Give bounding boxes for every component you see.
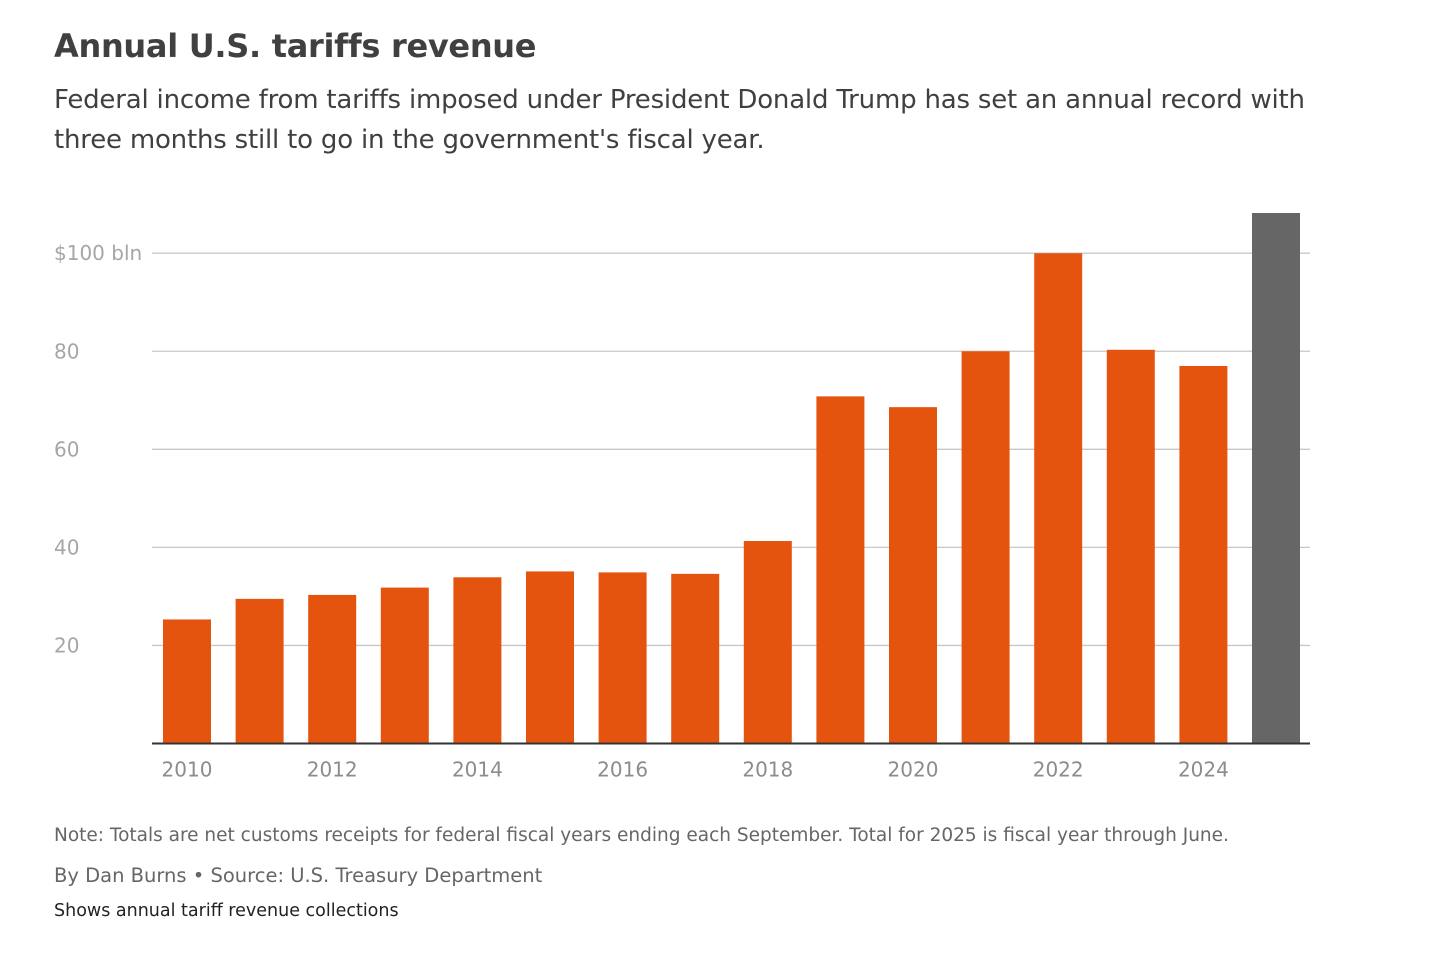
bar-2019 — [816, 396, 865, 744]
x-tick-label: 2022 — [1033, 758, 1084, 782]
y-axis-labels: 20 40 60 80 $100 bln — [54, 241, 142, 657]
chart-note: Note: Totals are net customs receipts fo… — [54, 825, 1229, 846]
x-tick-label: 2014 — [452, 758, 503, 782]
bar-2013 — [380, 587, 429, 744]
bar-2020 — [889, 407, 937, 744]
x-tick-label: 2020 — [888, 758, 939, 782]
x-axis-labels: 2010 2012 2014 2016 2018 2020 2022 2024 — [162, 758, 1229, 782]
y-tick-label: 80 — [54, 339, 79, 363]
bar-2017 — [671, 573, 720, 744]
bar-2016 — [598, 572, 647, 744]
chart-description: Shows annual tariff revenue collections — [54, 901, 399, 921]
x-tick-label: 2024 — [1178, 758, 1229, 782]
x-tick-label: 2016 — [597, 758, 648, 782]
bar-2023 — [1106, 349, 1155, 744]
x-tick-label: 2012 — [307, 758, 358, 782]
bar-2012 — [308, 594, 357, 744]
chart-subtitle: Federal income from tariffs imposed unde… — [54, 85, 1305, 155]
bar-2021 — [961, 351, 1010, 744]
x-tick-label: 2010 — [162, 758, 213, 782]
chart-byline: By Dan Burns • Source: U.S. Treasury Dep… — [54, 864, 543, 887]
y-tick-label: 60 — [54, 437, 79, 461]
bar-chart: 20 40 60 80 $100 bln 2010 2012 2014 2016 2018 202… — [54, 213, 1310, 782]
x-tick-label: 2018 — [742, 758, 793, 782]
bar-2015 — [526, 571, 574, 744]
bar-2014 — [453, 577, 502, 744]
bar-2010 — [163, 619, 211, 744]
bar-2025 — [1252, 213, 1300, 744]
y-tick-label: 40 — [54, 535, 79, 559]
bar-2011 — [235, 598, 284, 744]
y-tick-label: $100 bln — [54, 241, 142, 265]
bars — [163, 213, 1300, 744]
bar-2024 — [1179, 365, 1228, 744]
bar-2022 — [1034, 253, 1083, 744]
y-tick-label: 20 — [54, 633, 79, 657]
chart-title: Annual U.S. tariffs revenue — [54, 27, 537, 65]
bar-2018 — [743, 541, 792, 744]
